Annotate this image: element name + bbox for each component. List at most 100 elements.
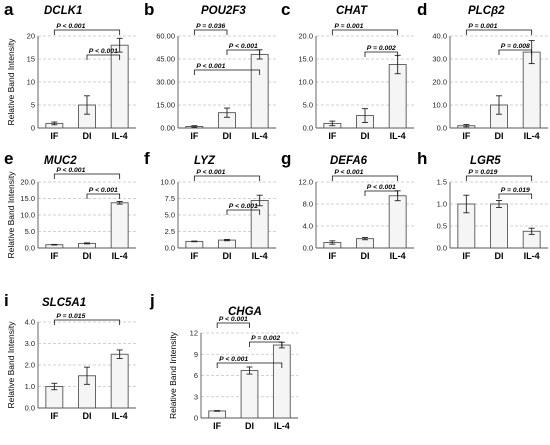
x-tick-label: IL-4	[524, 131, 540, 141]
p-value-label: P = 0.001	[468, 23, 497, 30]
y-tick-label: 15.0	[20, 194, 35, 203]
p-value-label: P < 0.001	[367, 184, 396, 191]
p-value-label: P = 0.019	[468, 169, 497, 176]
gene-title: SLC5A1	[42, 297, 86, 309]
bar-il-4	[110, 202, 129, 249]
bar-di	[490, 203, 508, 249]
y-tick-label: 3	[194, 392, 198, 401]
x-tick-label: IF	[213, 421, 222, 431]
significance-bracket	[364, 190, 399, 196]
significance-bracket	[216, 362, 283, 368]
y-tick-label: 0	[194, 414, 198, 423]
x-tick-label: IF	[50, 131, 59, 141]
x-tick-label: DI	[83, 251, 92, 261]
gene-title: DCLK1	[44, 5, 82, 17]
y-tick-label: 30.00	[156, 78, 175, 87]
panel-letter: h	[417, 149, 427, 168]
y-tick-label: 9	[194, 350, 198, 359]
x-tick-label: DI	[83, 131, 92, 141]
y-tick-label: 20.0	[298, 32, 313, 41]
bar-il-4	[388, 195, 407, 249]
p-value-label: P = 0.002	[367, 45, 396, 52]
y-tick-label: 10.0	[20, 211, 35, 220]
y-tick-label: 60.00	[156, 32, 175, 41]
p-value-label: P = 0.001	[334, 23, 363, 30]
y-axis-label: Relative Band Intensity	[6, 321, 16, 409]
p-value-label: P < 0.001	[229, 203, 258, 210]
x-tick-label: IL-4	[524, 251, 540, 261]
significance-bracket	[498, 193, 533, 199]
significance-bracket	[216, 322, 250, 328]
y-tick-label: 1.0	[25, 382, 35, 391]
y-tick-label: 15	[27, 55, 35, 64]
p-value-label: P < 0.001	[56, 167, 85, 174]
y-tick-label: 0	[31, 124, 35, 133]
y-tick-label: 5	[31, 101, 35, 110]
significance-bracket	[193, 175, 261, 181]
significance-bracket	[249, 341, 283, 347]
y-tick-label: 15.0	[298, 55, 313, 64]
gene-title: CHGA	[228, 306, 262, 318]
x-tick-label: IL-4	[112, 131, 128, 141]
p-value-label: P < 0.001	[196, 169, 225, 176]
significance-bracket	[465, 175, 533, 181]
significance-bracket	[193, 29, 228, 35]
x-tick-label: IF	[462, 131, 471, 141]
y-tick-label: 1.0	[437, 200, 447, 209]
y-tick-label: 6	[194, 371, 198, 380]
x-tick-label: DI	[83, 411, 92, 421]
x-tick-label: IF	[328, 131, 337, 141]
significance-bracket	[86, 193, 121, 199]
y-tick-label: 10.0	[298, 78, 313, 87]
y-tick-label: 15.00	[156, 101, 175, 110]
panel-letter: i	[4, 291, 9, 310]
gene-title: PLCβ2	[468, 5, 505, 17]
significance-bracket	[331, 29, 399, 35]
panel-letter: a	[4, 0, 14, 19]
x-tick-label: DI	[223, 131, 232, 141]
y-tick-label: 7.5	[165, 194, 175, 203]
panel-d: d PLCβ2 0.0 10.0 20.0 30.0 40.0 IF DI IL-4 P = 0.0…	[417, 0, 548, 141]
panel-g: g DEFA6 0.0 4.0 8.0 12.0 IF DI IL-4 P < 0.001 P < …	[281, 149, 414, 261]
p-value-label: P < 0.001	[89, 48, 118, 55]
panel-letter: d	[417, 0, 427, 19]
gene-title: LGR5	[470, 155, 501, 167]
gene-title: DEFA6	[330, 155, 368, 167]
p-value-label: P = 0.036	[196, 23, 225, 30]
y-tick-label: 0.0	[165, 244, 175, 253]
significance-bracket	[53, 29, 121, 35]
y-tick-label: 0.0	[25, 244, 35, 253]
bar-di	[218, 239, 236, 249]
x-tick-label: IF	[50, 411, 59, 421]
p-value-label: P = 0.008	[501, 43, 530, 50]
significance-bracket	[226, 49, 261, 55]
panel-letter: e	[4, 149, 13, 168]
x-tick-label: DI	[495, 251, 504, 261]
y-tick-label: 4.0	[303, 222, 313, 231]
panel-i: i SLC5A1 0.0 1.0 2.0 3.0 4.0 Relative Band Inte…	[4, 291, 136, 421]
x-tick-label: IL-4	[252, 251, 268, 261]
p-value-label: P < 0.001	[196, 63, 225, 70]
x-tick-label: IF	[462, 251, 471, 261]
bar-il-4	[110, 353, 129, 409]
x-tick-label: IF	[328, 251, 337, 261]
significance-bracket	[364, 51, 399, 57]
y-tick-label: 5.0	[25, 227, 35, 236]
significance-bracket	[498, 49, 533, 55]
panel-h: h LGR5 0.0 0.5 1.0 1.5 IF DI IL-4 P = 0.019 P = 0.…	[417, 149, 548, 261]
p-value-label: P < 0.001	[219, 316, 248, 323]
p-value-label: P < 0.001	[89, 187, 118, 194]
bar-il-4	[272, 344, 291, 419]
y-tick-label: 8.0	[303, 200, 313, 209]
gene-title: LYZ	[194, 155, 216, 167]
y-tick-label: 0.0	[303, 244, 313, 253]
panel-j: j CHGA 0 3 6 9 12 Relative Band Intensity IF DI IL…	[149, 291, 298, 431]
y-tick-label: 0.0	[437, 124, 447, 133]
y-tick-label: 10	[27, 78, 35, 87]
p-value-label: P < 0.001	[56, 23, 85, 30]
x-tick-label: IF	[190, 131, 199, 141]
y-tick-label: 0.0	[25, 404, 35, 413]
y-tick-label: 3.0	[25, 339, 35, 348]
panel-b: b POU2F3 0.00 15.00 30.00 45.00 60.00 IF DI IL-4 P…	[144, 0, 276, 141]
gene-title: CHAT	[336, 5, 368, 17]
